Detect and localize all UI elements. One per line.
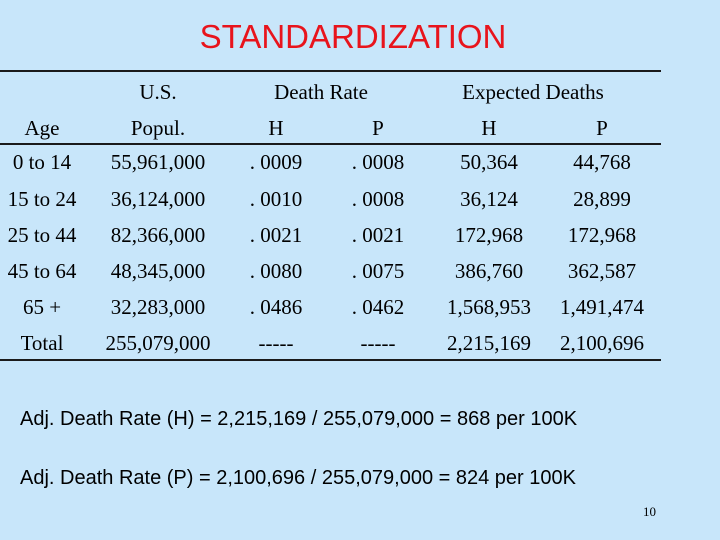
header-popul: Popul.	[130, 116, 186, 140]
cell-population: 55,961,000	[110, 150, 206, 174]
cell-rate-h: . 0010	[249, 187, 303, 211]
table-bottom-rule	[0, 359, 661, 361]
header-rate-h: H	[268, 116, 284, 140]
cell-expected-h: 386,760	[454, 259, 524, 283]
cell-expected-h: 2,215,169	[447, 331, 531, 355]
cell-rate-h: -----	[258, 331, 294, 355]
cell-age: 0 to 14	[12, 150, 72, 174]
cell-rate-h: . 0486	[249, 295, 303, 319]
cell-population: 82,366,000	[110, 223, 206, 247]
cell-expected-h: 36,124	[460, 187, 518, 211]
cell-expected-p: 28,899	[573, 187, 631, 211]
cell-rate-h: . 0009	[249, 150, 303, 174]
header-age: Age	[24, 116, 60, 140]
cell-rate-h: . 0080	[249, 259, 303, 283]
cell-expected-p: 1,491,474	[560, 295, 644, 319]
header-exp-p: P	[596, 116, 608, 140]
cell-population: 32,283,000	[110, 295, 206, 319]
slide-title: STANDARDIZATION	[199, 18, 507, 55]
header-exp-h: H	[481, 116, 497, 140]
cell-expected-p: 44,768	[573, 150, 631, 174]
cell-expected-h: 1,568,953	[447, 295, 531, 319]
header-expected-deaths: Expected Deaths	[462, 80, 604, 104]
cell-rate-p: . 0008	[351, 187, 405, 211]
cell-rate-p: . 0075	[351, 259, 405, 283]
header-rate-p: P	[372, 116, 384, 140]
cell-rate-p: . 0462	[351, 295, 405, 319]
cell-expected-p: 172,968	[567, 223, 637, 247]
cell-age: Total	[20, 331, 64, 355]
header-us: U.S.	[139, 80, 177, 104]
cell-rate-h: . 0021	[249, 223, 303, 247]
cell-expected-p: 2,100,696	[560, 331, 644, 355]
cell-expected-p: 362,587	[567, 259, 637, 283]
table-header-rule	[0, 143, 661, 145]
cell-age: 65 +	[22, 295, 62, 319]
header-death-rate: Death Rate	[274, 80, 368, 104]
cell-population: 48,345,000	[110, 259, 206, 283]
page-number: 10	[643, 504, 656, 519]
cell-age: 25 to 44	[7, 223, 77, 247]
cell-population: 255,079,000	[105, 331, 211, 355]
cell-rate-p: . 0008	[351, 150, 405, 174]
cell-rate-p: -----	[360, 331, 396, 355]
cell-expected-h: 172,968	[454, 223, 524, 247]
table-top-rule	[0, 70, 661, 72]
adjusted-rate-p-note: Adj. Death Rate (P) = 2,100,696 / 255,07…	[20, 467, 576, 489]
adjusted-rate-h-note: Adj. Death Rate (H) = 2,215,169 / 255,07…	[20, 408, 578, 430]
cell-age: 45 to 64	[7, 259, 77, 283]
cell-age: 15 to 24	[7, 187, 77, 211]
cell-population: 36,124,000	[110, 187, 206, 211]
cell-rate-p: . 0021	[351, 223, 405, 247]
cell-expected-h: 50,364	[460, 150, 518, 174]
